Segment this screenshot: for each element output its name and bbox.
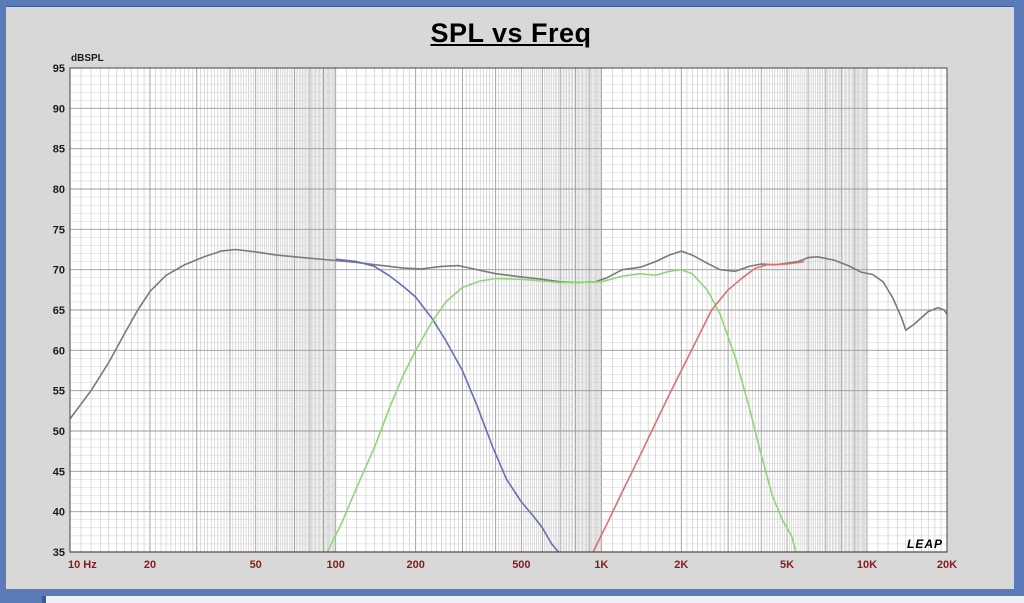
y-axis: 95 90 85 80 75 70 65 60 55 50 45 40 35	[53, 63, 65, 559]
x-tick-label: 5K	[780, 559, 794, 571]
y-tick-label: 90	[53, 103, 65, 115]
x-tick-label: 500	[512, 559, 530, 571]
y-tick-label: 70	[53, 265, 65, 277]
plot-border	[69, 67, 948, 553]
x-tick-label: 20	[144, 559, 156, 571]
y-tick-label: 45	[53, 466, 65, 478]
x-tick-label: 100	[326, 559, 344, 571]
bottom-strip	[42, 596, 1024, 603]
y-tick-label: 50	[53, 426, 65, 438]
series-line-4	[592, 260, 805, 553]
y-tick-label: 35	[53, 547, 65, 559]
y-tick-label: 55	[53, 386, 65, 398]
y-tick-label: 85	[53, 144, 65, 156]
series-line-2	[335, 258, 560, 553]
y-tick-label: 75	[53, 224, 65, 236]
y-tick-label: 40	[53, 507, 65, 519]
x-tick-label: 200	[406, 559, 424, 571]
x-tick-label: 1K	[594, 559, 608, 571]
y-tick-label: 80	[53, 184, 65, 196]
y-axis-label: dBSPL	[71, 53, 104, 64]
series-line-1	[69, 248, 948, 420]
x-tick-label: 10K	[857, 559, 877, 571]
y-tick-label: 95	[53, 63, 65, 75]
x-tick-label: 10 Hz	[68, 559, 97, 571]
x-axis: 10 Hz 20 50 100 200 500 1K 2K 5K 10K 20K	[68, 559, 957, 571]
x-tick-label: 50	[250, 559, 262, 571]
grid	[70, 68, 947, 552]
y-tick-label: 65	[53, 305, 65, 317]
x-tick-label: 2K	[674, 559, 688, 571]
x-tick-label: 20K	[937, 559, 957, 571]
series-line-3	[326, 268, 797, 553]
chart-title: SPL vs Freq	[430, 18, 592, 48]
leap-logo: LEAP	[907, 537, 943, 551]
y-tick-label: 60	[53, 345, 65, 357]
